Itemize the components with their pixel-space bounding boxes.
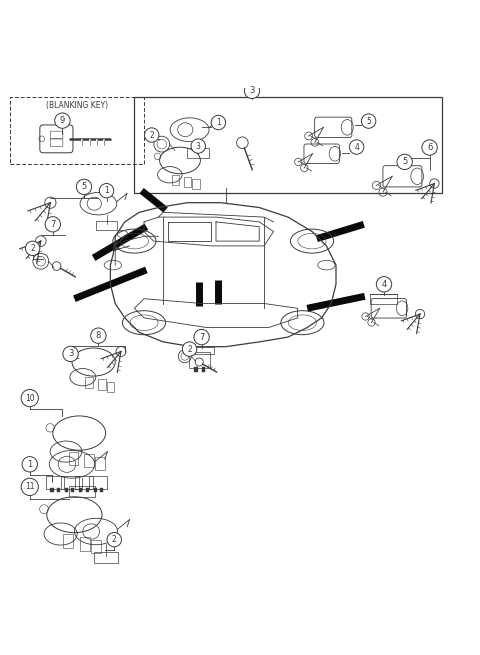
Text: 5: 5 bbox=[82, 182, 86, 191]
Circle shape bbox=[191, 139, 205, 153]
Bar bbox=[184, 177, 192, 187]
Text: 2: 2 bbox=[149, 130, 154, 140]
Circle shape bbox=[182, 342, 197, 356]
Circle shape bbox=[422, 140, 437, 155]
Bar bbox=[107, 381, 114, 392]
Bar bbox=[79, 488, 83, 492]
Bar bbox=[98, 379, 106, 390]
Bar bbox=[187, 148, 209, 158]
Bar bbox=[96, 221, 117, 230]
Text: 3: 3 bbox=[68, 349, 73, 358]
Circle shape bbox=[63, 346, 78, 362]
Bar bbox=[71, 488, 74, 492]
Text: 6: 6 bbox=[427, 143, 432, 152]
Bar bbox=[85, 377, 93, 388]
Bar bbox=[65, 488, 68, 492]
Circle shape bbox=[22, 457, 37, 472]
Bar bbox=[57, 488, 60, 492]
Bar bbox=[95, 457, 105, 470]
Bar bbox=[172, 175, 179, 185]
Bar bbox=[189, 352, 210, 368]
Circle shape bbox=[376, 276, 392, 292]
Text: 11: 11 bbox=[25, 482, 35, 491]
Text: 1: 1 bbox=[104, 186, 109, 195]
Text: 10: 10 bbox=[25, 394, 35, 403]
Bar bbox=[89, 476, 108, 489]
Bar bbox=[202, 367, 205, 371]
Bar bbox=[63, 534, 73, 548]
Bar bbox=[85, 488, 89, 492]
Bar bbox=[91, 540, 101, 553]
Circle shape bbox=[45, 217, 60, 232]
Circle shape bbox=[107, 533, 121, 547]
Bar bbox=[94, 552, 118, 563]
Circle shape bbox=[211, 115, 226, 130]
Text: 2: 2 bbox=[30, 244, 35, 253]
Bar bbox=[50, 488, 54, 492]
Circle shape bbox=[25, 241, 40, 255]
Circle shape bbox=[144, 128, 159, 142]
Bar bbox=[75, 476, 93, 489]
Bar bbox=[84, 454, 94, 468]
Text: 5: 5 bbox=[366, 117, 371, 126]
Bar bbox=[190, 346, 214, 354]
Text: 4: 4 bbox=[354, 143, 359, 151]
Text: 3: 3 bbox=[196, 141, 201, 151]
Circle shape bbox=[244, 83, 260, 98]
Text: 1: 1 bbox=[216, 118, 221, 127]
Circle shape bbox=[55, 113, 70, 128]
Text: 2: 2 bbox=[112, 535, 117, 544]
Text: 9: 9 bbox=[60, 116, 65, 125]
Text: 2: 2 bbox=[187, 345, 192, 354]
Text: 1: 1 bbox=[27, 460, 32, 469]
Circle shape bbox=[361, 114, 376, 128]
Bar bbox=[194, 367, 198, 371]
Bar bbox=[10, 97, 144, 164]
Bar bbox=[69, 451, 78, 465]
Text: 5: 5 bbox=[402, 157, 407, 166]
Text: 4: 4 bbox=[382, 280, 386, 289]
Circle shape bbox=[91, 328, 106, 343]
Bar bbox=[80, 537, 90, 551]
Circle shape bbox=[349, 140, 364, 154]
Bar bbox=[70, 486, 95, 497]
Circle shape bbox=[21, 390, 38, 407]
Circle shape bbox=[99, 183, 114, 198]
Circle shape bbox=[194, 329, 209, 345]
Circle shape bbox=[397, 154, 412, 170]
Text: (BLANKING KEY): (BLANKING KEY) bbox=[46, 101, 108, 110]
Bar bbox=[134, 97, 442, 193]
Bar bbox=[370, 294, 397, 305]
Bar bbox=[60, 476, 79, 489]
Bar bbox=[100, 488, 103, 492]
Circle shape bbox=[21, 478, 38, 495]
Text: 8: 8 bbox=[96, 331, 101, 340]
Bar bbox=[192, 179, 200, 189]
Bar bbox=[94, 488, 97, 492]
Text: 3: 3 bbox=[249, 86, 255, 96]
Circle shape bbox=[76, 179, 92, 195]
Text: 7: 7 bbox=[199, 333, 204, 342]
Text: 7: 7 bbox=[50, 220, 56, 229]
Bar bbox=[46, 476, 64, 489]
